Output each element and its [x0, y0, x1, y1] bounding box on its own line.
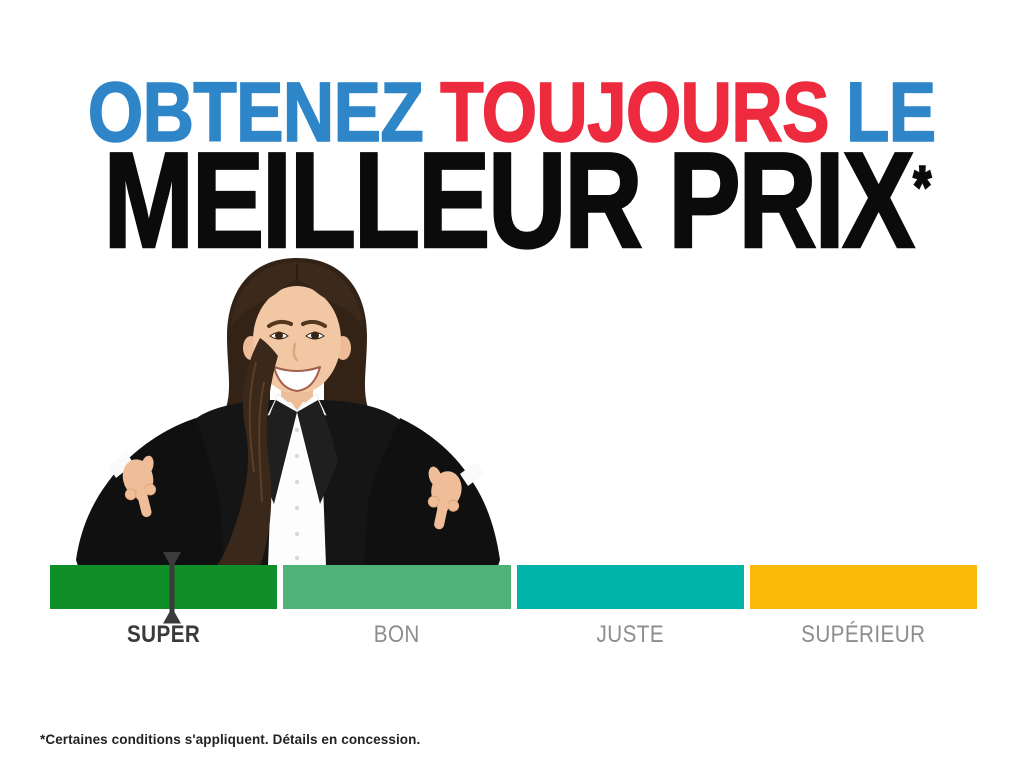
headline-word-le: LE [846, 65, 938, 159]
collar-open-neck [283, 392, 311, 410]
lapel-right [297, 400, 338, 504]
cuff-right [460, 462, 484, 486]
gauge-labels: SUPER BON JUSTE SUPÉRIEUR [50, 620, 977, 650]
gauge-bars [50, 565, 977, 609]
saleswoman-pointing-down-image [76, 258, 500, 566]
gauge-label-juste: JUSTE [596, 621, 664, 648]
headline-meilleur-prix: MEILLEUR PRIX [102, 124, 915, 276]
gauge-label-super: SUPER [126, 621, 201, 648]
hair-strands [248, 361, 265, 503]
woman-brow-right [301, 319, 327, 328]
woman-iris-right [311, 331, 319, 340]
headline-line2: MEILLEUR PRIX* [0, 131, 1024, 270]
pointing-hand-right [427, 466, 462, 530]
headline: OBTENEZ TOUJOURS LE MEILLEUR PRIX* [0, 69, 1024, 270]
gauge-segment-superieur [749, 565, 977, 609]
gauge-segment-juste [516, 565, 744, 609]
woman-nose [292, 342, 299, 362]
pointing-hand-left [122, 455, 157, 518]
shirt-buttons [294, 427, 300, 561]
headline-word-obtenez: OBTENEZ [88, 65, 425, 159]
disclaimer: *Certaines conditions s'appliquent. Déta… [40, 732, 421, 747]
woman-brow-left [267, 319, 293, 328]
gauge-segment-super [50, 565, 278, 609]
woman-smile [273, 366, 321, 392]
headline-word-toujours: TOUJOURS [440, 65, 831, 159]
woman-iris-left [275, 331, 283, 340]
gauge-label-superieur: SUPÉRIEUR [801, 621, 926, 648]
gauge-marker-icon [163, 552, 182, 624]
cuff-left [108, 452, 134, 478]
gauge-label-bon: BON [373, 621, 420, 648]
woman-front-hair [231, 262, 363, 328]
gauge-segment-bon [283, 565, 511, 609]
headline-line1: OBTENEZ TOUJOURS LE [0, 69, 1024, 155]
headline-asterisk: * [912, 154, 932, 219]
